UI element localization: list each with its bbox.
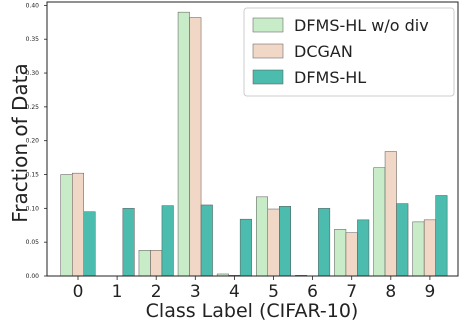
y-tick-label: 0.20 bbox=[26, 138, 40, 145]
y-tick-label: 0.25 bbox=[26, 104, 40, 111]
bar-dcgan-class-7 bbox=[345, 232, 358, 277]
bar-dfms-hl-w-o-div-class-3 bbox=[177, 11, 190, 277]
bar-dcgan-class-2 bbox=[150, 250, 163, 277]
legend-label: DCGAN bbox=[294, 42, 353, 61]
bar-dfms-hl-class-8 bbox=[396, 203, 409, 277]
y-tick-label: 0.05 bbox=[26, 239, 40, 246]
x-tick-label: 7 bbox=[346, 282, 357, 302]
x-axis-ticks: 0 1 2 3 4 5 6 7 8 9 bbox=[73, 276, 435, 302]
plot-frame bbox=[46, 1, 459, 277]
y-tick-label: 0.00 bbox=[26, 273, 40, 280]
x-tick-label: 4 bbox=[229, 282, 240, 302]
bar-dcgan-class-8 bbox=[384, 151, 397, 277]
bar-dfms-hl-w-o-div-class-0 bbox=[60, 174, 73, 277]
bar-dfms-hl-w-o-div-class-9 bbox=[412, 221, 425, 277]
bar-dfms-hl-class-5 bbox=[279, 206, 291, 277]
legend-label: DFMS-HL w/o div bbox=[294, 16, 429, 35]
bar-dcgan-class-5 bbox=[267, 208, 280, 277]
legend-swatch bbox=[252, 17, 284, 33]
y-tick-label: 0.30 bbox=[26, 70, 40, 77]
bar-dfms-hl-class-3 bbox=[200, 204, 213, 277]
legend-swatch bbox=[252, 43, 284, 59]
bar-dfms-hl-class-7 bbox=[357, 219, 370, 277]
bar-dcgan-class-3 bbox=[189, 17, 202, 277]
x-tick-label: 6 bbox=[307, 282, 318, 302]
bar-dfms-hl-class-4 bbox=[239, 218, 252, 277]
bar-dfms-hl-w-o-div-class-5 bbox=[256, 196, 268, 277]
bars bbox=[60, 11, 448, 277]
legend-box bbox=[243, 7, 455, 97]
bar-dfms-hl-w-o-div-class-2 bbox=[138, 250, 151, 277]
bar-dfms-hl-class-9 bbox=[435, 195, 448, 277]
bar-dcgan-class-0 bbox=[72, 172, 84, 277]
x-tick-label: 3 bbox=[190, 282, 201, 302]
legend: DFMS-HL w/o div DCGAN DFMS-HL bbox=[243, 7, 455, 97]
y-axis-label: Fraction of Data bbox=[8, 63, 32, 223]
legend-label: DFMS-HL bbox=[294, 68, 366, 87]
bar-dfms-hl-class-6 bbox=[318, 208, 331, 277]
bar-dcgan-class-9 bbox=[423, 219, 436, 277]
y-tick-label: 0.35 bbox=[26, 36, 40, 43]
y-tick-label: 0.40 bbox=[26, 2, 40, 9]
bar-dfms-hl-class-0 bbox=[83, 211, 96, 277]
bar-dfms-hl-class-2 bbox=[161, 205, 174, 277]
y-tick-label: 0.15 bbox=[26, 172, 40, 179]
legend-swatch bbox=[252, 69, 284, 85]
y-tick-label: 0.10 bbox=[26, 205, 40, 212]
x-tick-label: 1 bbox=[112, 282, 123, 302]
x-tick-label: 0 bbox=[73, 282, 84, 302]
x-tick-label: 9 bbox=[424, 282, 435, 302]
y-axis-ticks: 0.00 0.05 0.10 0.15 0.20 0.25 0.30 0.35 0.40 bbox=[26, 2, 47, 280]
x-tick-label: 8 bbox=[385, 282, 396, 302]
x-tick-label: 2 bbox=[151, 282, 162, 302]
x-axis-label: Class Label (CIFAR-10) bbox=[146, 300, 359, 322]
bar-dfms-hl-w-o-div-class-8 bbox=[373, 167, 386, 277]
x-tick-label: 5 bbox=[268, 282, 279, 302]
bar-dfms-hl-class-1 bbox=[122, 208, 135, 277]
bar-dfms-hl-w-o-div-class-7 bbox=[334, 229, 347, 277]
